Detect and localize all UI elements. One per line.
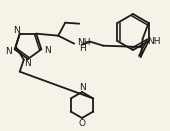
Text: N: N [44, 46, 51, 54]
Text: N: N [5, 47, 12, 56]
Text: NH: NH [148, 37, 161, 47]
Text: N: N [79, 83, 85, 91]
Text: NH: NH [77, 38, 91, 47]
Text: N: N [25, 59, 31, 68]
Text: N: N [13, 26, 20, 35]
Text: O: O [79, 119, 86, 127]
Text: H: H [79, 44, 86, 53]
